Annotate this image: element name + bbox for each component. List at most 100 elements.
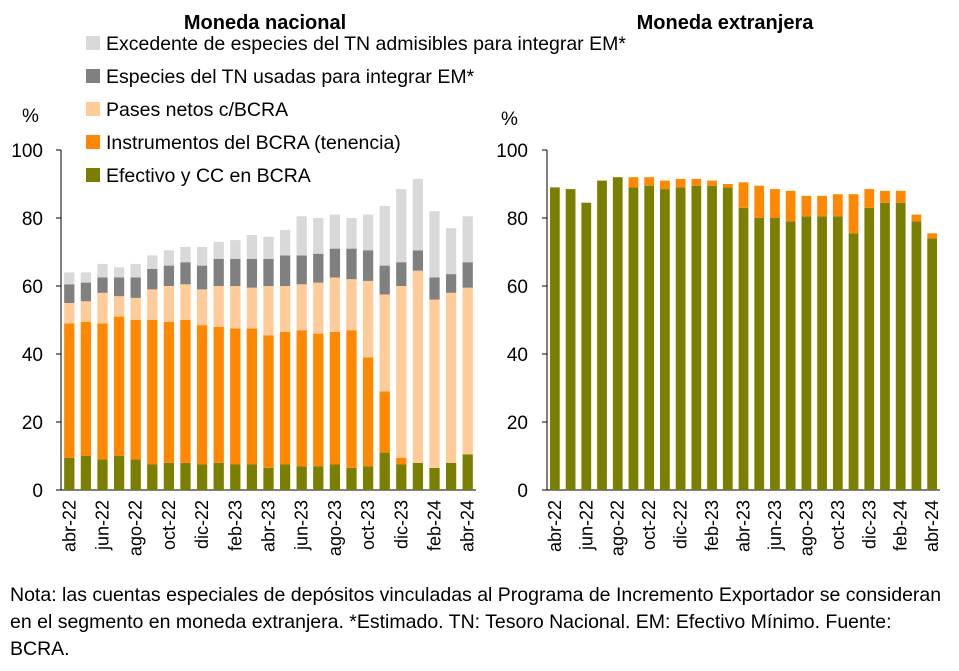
bar-segment-1	[346, 330, 357, 468]
bar-segment-1	[64, 323, 75, 458]
bar-segment-3	[64, 284, 75, 303]
bar-segment-1	[180, 320, 191, 463]
bar-segment-1	[660, 180, 670, 190]
y-tick-label: 80	[22, 209, 43, 230]
bar-segment-2	[97, 292, 108, 324]
bar-segment-0	[754, 218, 765, 490]
plot-nacional: 0 20 40 60 80 100 abr-22 jun-22 ago-22 oct-22 dic-…	[11, 141, 477, 556]
bar-segment-0	[263, 467, 274, 490]
bar-segment-1	[379, 391, 390, 453]
bar-segment-0	[565, 189, 576, 490]
legend-label-3: Especies del TN usadas para integrar EM*	[106, 66, 475, 88]
bar-segment-0	[246, 464, 258, 490]
bar-segment-2	[147, 289, 158, 320]
bar-segment-1	[675, 178, 686, 188]
x-tick-label: ago-23	[325, 500, 345, 556]
bar-segment-3	[180, 262, 191, 285]
bar-segment-3	[379, 265, 390, 295]
bar-segment-0	[801, 216, 812, 491]
bar-segment-1	[213, 326, 224, 463]
y-tick-label: 100	[11, 141, 43, 162]
bar-segment-3	[113, 277, 125, 297]
bar-segment-1	[97, 323, 108, 460]
bar-segment-0	[738, 207, 749, 491]
chart-title-nacional: Moneda nacional	[184, 12, 346, 34]
bar-segment-1	[196, 325, 208, 465]
x-tick-label: abr-22	[59, 500, 79, 552]
bar-segment-2	[379, 294, 390, 392]
bar-segment-3	[80, 282, 92, 302]
bar-segment-0	[362, 466, 374, 490]
bar-segment-0	[230, 464, 241, 490]
bar-segment-0	[675, 187, 686, 490]
bar-segment-3	[396, 262, 407, 286]
bar-segment-3	[329, 248, 341, 278]
y-tick-label: 0	[32, 481, 43, 502]
bar-segment-1	[362, 357, 374, 467]
bar-segment-0	[313, 466, 324, 490]
bar-segment-4	[429, 211, 440, 278]
bar-segment-0	[180, 462, 191, 490]
x-tick-label: abr-22	[545, 500, 565, 552]
bar-segment-0	[597, 180, 607, 490]
bar-segment-1	[230, 328, 241, 465]
bar-segment-4	[445, 228, 457, 275]
bar-segment-1	[817, 195, 827, 217]
bar-segment-1	[770, 189, 780, 218]
x-tick-label: abr-23	[734, 500, 754, 552]
x-tick-label: feb-24	[425, 500, 445, 551]
bar-segment-3	[412, 250, 424, 271]
bar-segment-1	[848, 194, 859, 234]
bar-segment-1	[644, 177, 655, 186]
bar-segment-0	[97, 459, 108, 490]
bar-segment-4	[462, 216, 473, 263]
bar-segment-0	[163, 462, 175, 490]
bar-segment-3	[429, 277, 440, 300]
bar-segment-1	[396, 457, 407, 465]
bar-segment-0	[691, 185, 702, 490]
bar-segment-0	[644, 185, 655, 490]
bar-segment-3	[313, 253, 324, 283]
bar-segment-1	[785, 190, 796, 222]
bar-segment-4	[213, 241, 224, 259]
bar-segment-1	[80, 321, 92, 456]
bar-segment-1	[163, 321, 175, 463]
x-tick-label: ago-23	[796, 500, 816, 556]
bar-segment-4	[313, 218, 324, 254]
bar-segment-1	[147, 320, 158, 465]
bar-segment-2	[462, 287, 473, 455]
x-tick-label: feb-24	[891, 500, 911, 551]
y-tick-label: 60	[507, 277, 528, 298]
bar-segment-0	[64, 457, 75, 490]
bar-segment-0	[927, 238, 938, 490]
bar-segment-2	[213, 286, 224, 327]
bar-segment-2	[412, 270, 424, 463]
bar-segment-4	[196, 246, 208, 266]
bar-segment-0	[329, 464, 341, 490]
bar-segment-0	[848, 233, 859, 491]
bar-segment-2	[362, 280, 374, 358]
bar-segment-2	[445, 292, 457, 463]
bar-segment-1	[754, 185, 765, 218]
bar-segment-2	[429, 299, 440, 468]
x-tick-label: ago-22	[608, 500, 628, 556]
bar-segment-4	[230, 240, 241, 259]
bar-segment-0	[379, 452, 390, 490]
bar-segment-0	[462, 454, 473, 490]
bar-segment-0	[130, 459, 141, 490]
x-tick-label: oct-22	[639, 500, 659, 550]
x-tick-label: jun-22	[576, 500, 596, 551]
legend-swatch-1	[86, 135, 100, 149]
bar-segment-2	[80, 301, 92, 322]
bar-segment-4	[362, 214, 374, 251]
legend-swatch-4	[86, 36, 100, 50]
bar-segment-3	[163, 265, 175, 286]
bar-segment-0	[707, 185, 717, 490]
y-tick-label: 40	[507, 345, 528, 366]
bar-segment-3	[445, 274, 457, 293]
bar-segment-4	[64, 272, 75, 285]
bar-segment-0	[396, 464, 407, 490]
bar-segment-2	[279, 286, 291, 332]
bar-segment-4	[279, 229, 291, 256]
